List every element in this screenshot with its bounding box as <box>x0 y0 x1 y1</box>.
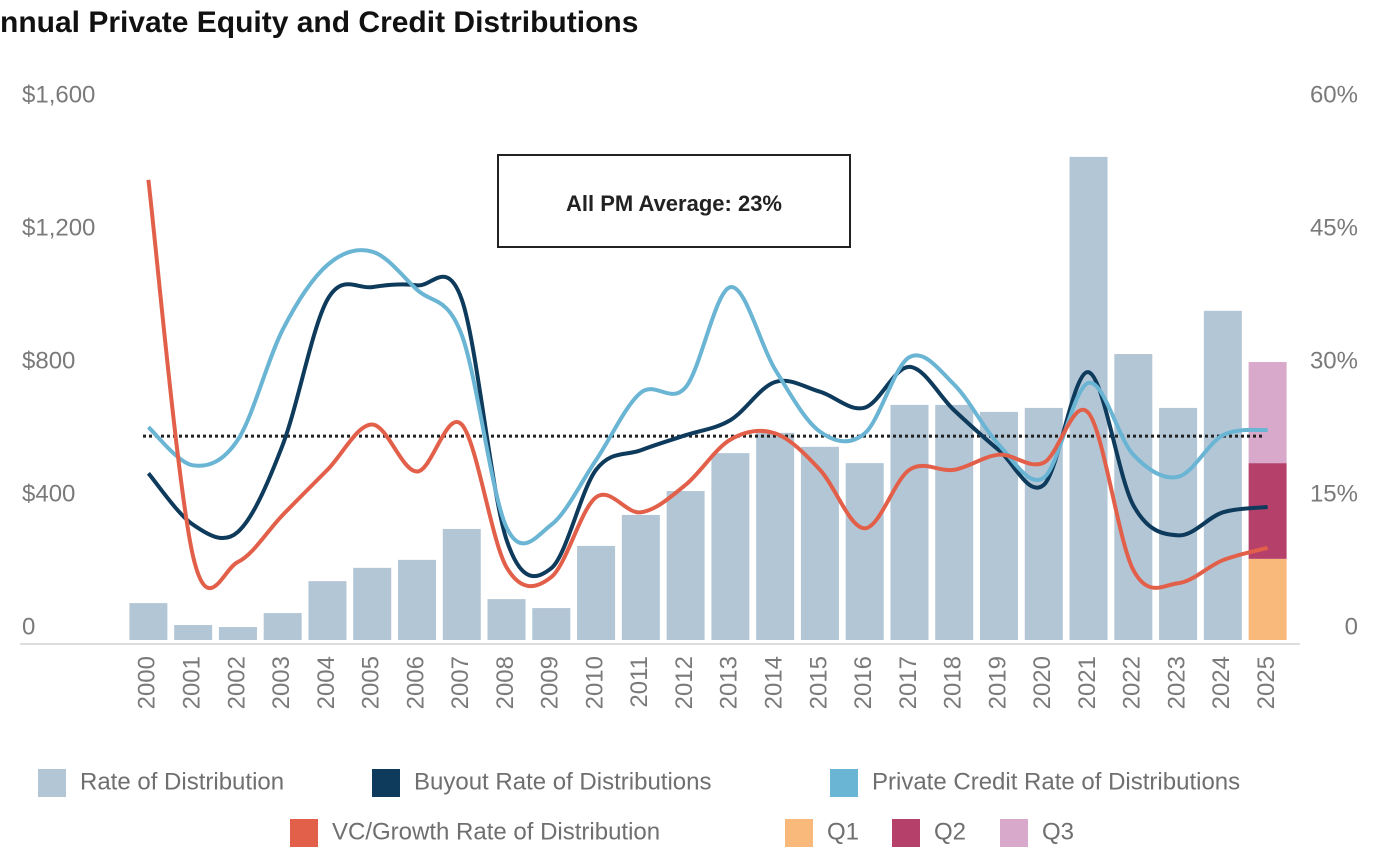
chart-title: nnual Private Equity and Credit Distribu… <box>0 6 638 39</box>
legend-label: Buyout Rate of Distributions <box>414 768 711 795</box>
annotation-box <box>497 154 851 248</box>
x-tick-label: 2011 <box>626 656 653 708</box>
bar <box>621 514 660 640</box>
line <box>147 248 1268 546</box>
x-tick-label: 2020 <box>1029 656 1056 709</box>
bar <box>800 446 839 640</box>
x-tick-label: 2019 <box>984 656 1011 709</box>
x-tick-label: 2000 <box>134 656 161 709</box>
y-tick-label: $1,200 <box>22 214 95 241</box>
bar <box>532 608 571 640</box>
x-tick-label: 2014 <box>760 656 787 709</box>
bar <box>756 432 795 640</box>
bar <box>666 491 705 640</box>
x-tick-label: 2015 <box>805 656 832 709</box>
x-tick-label: 2008 <box>492 656 519 709</box>
bar <box>1159 407 1198 640</box>
legend-label: Rate of Distribution <box>80 768 284 795</box>
annotation: All PM Average: 23% <box>566 191 782 216</box>
legend-label: Private Credit Rate of Distributions <box>872 768 1240 795</box>
legend-swatch <box>830 769 858 797</box>
x-tick-label: 2025 <box>1253 656 1280 709</box>
bar <box>442 528 481 640</box>
bar <box>711 453 750 640</box>
bar <box>1114 354 1153 640</box>
x-tick-label: 2012 <box>671 656 698 709</box>
y-tick-label: $800 <box>22 347 75 374</box>
bar <box>845 463 884 640</box>
y2-tick-label: 0 <box>1345 613 1358 640</box>
legend-swatch <box>38 769 66 797</box>
y-tick-label: 0 <box>22 613 35 640</box>
legend-label: Q1 <box>827 818 859 845</box>
y-tick-label: $400 <box>22 480 75 507</box>
bar <box>174 625 213 640</box>
bar <box>1203 310 1242 640</box>
x-tick-label: 2013 <box>716 656 743 709</box>
bar <box>577 545 616 640</box>
bar <box>935 404 974 640</box>
line <box>146 179 1269 590</box>
x-tick-label: 2018 <box>940 656 967 709</box>
bar <box>1248 558 1287 640</box>
bar <box>263 613 302 640</box>
legend-swatch <box>372 769 400 797</box>
y2-tick-label: 60% <box>1310 81 1358 108</box>
x-tick-label: 2001 <box>178 656 205 709</box>
bar <box>487 599 526 640</box>
bar <box>308 581 347 640</box>
x-tick-label: 2003 <box>268 656 295 709</box>
legend-label: VC/Growth Rate of Distribution <box>332 818 660 845</box>
x-tick-label: 2002 <box>223 656 250 709</box>
x-tick-label: 2006 <box>402 656 429 709</box>
x-tick-label: 2010 <box>581 656 608 709</box>
bar <box>1248 463 1287 559</box>
x-tick-label: 2021 <box>1074 656 1101 709</box>
legend-swatch <box>892 819 920 847</box>
x-tick-label: 2004 <box>313 656 340 709</box>
legend-label: Q3 <box>1042 818 1074 845</box>
x-tick-label: 2023 <box>1163 656 1190 709</box>
x-tick-label: 2007 <box>447 656 474 709</box>
bar <box>129 603 168 640</box>
y-tick-label: $1,600 <box>22 81 95 108</box>
x-tick-label: 2022 <box>1119 656 1146 709</box>
bar <box>398 559 436 640</box>
bar <box>218 627 257 640</box>
bar <box>1248 362 1287 464</box>
bar <box>890 404 929 640</box>
x-tick-label: 2016 <box>850 656 877 709</box>
legend-label: Q2 <box>934 818 966 845</box>
x-tick-label: 2009 <box>537 656 564 709</box>
legend-swatch <box>785 819 813 847</box>
legend-swatch <box>1000 819 1028 847</box>
legend-swatch <box>290 819 318 847</box>
x-tick-label: 2005 <box>358 656 385 709</box>
y2-tick-label: 15% <box>1310 480 1358 507</box>
x-tick-label: 2024 <box>1208 656 1235 709</box>
x-tick-label: 2017 <box>895 656 922 709</box>
bar <box>353 567 392 640</box>
y2-tick-label: 45% <box>1310 214 1358 241</box>
line <box>146 274 1268 579</box>
y2-tick-label: 30% <box>1310 347 1358 374</box>
